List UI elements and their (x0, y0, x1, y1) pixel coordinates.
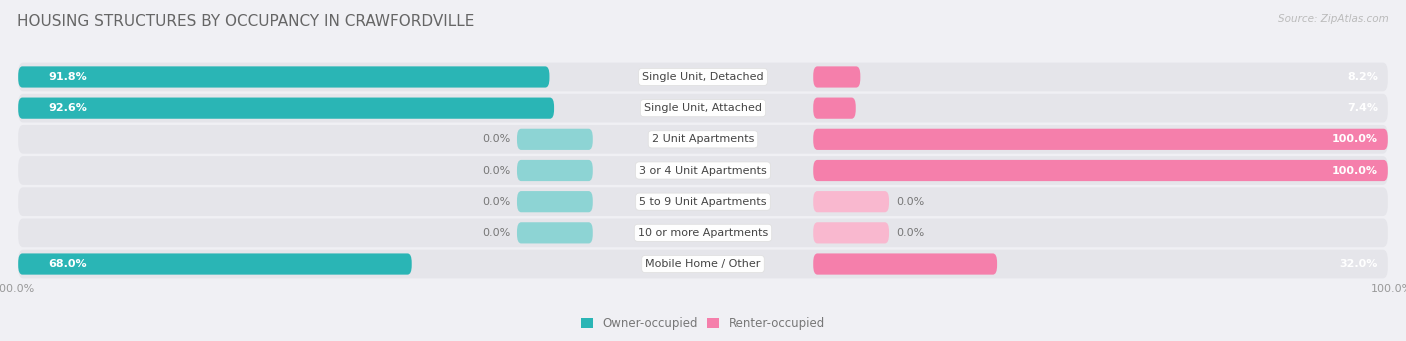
FancyBboxPatch shape (813, 98, 856, 119)
Text: 0.0%: 0.0% (896, 197, 924, 207)
FancyBboxPatch shape (18, 66, 550, 88)
Text: 8.2%: 8.2% (1347, 72, 1378, 82)
FancyBboxPatch shape (813, 253, 997, 275)
Text: 91.8%: 91.8% (48, 72, 87, 82)
Text: 68.0%: 68.0% (48, 259, 87, 269)
FancyBboxPatch shape (18, 63, 1388, 91)
FancyBboxPatch shape (18, 94, 1388, 122)
FancyBboxPatch shape (18, 98, 554, 119)
Text: 32.0%: 32.0% (1340, 259, 1378, 269)
FancyBboxPatch shape (18, 125, 1388, 154)
Text: 0.0%: 0.0% (482, 134, 510, 144)
FancyBboxPatch shape (813, 160, 1388, 181)
Text: 0.0%: 0.0% (896, 228, 924, 238)
Text: Single Unit, Detached: Single Unit, Detached (643, 72, 763, 82)
Text: Mobile Home / Other: Mobile Home / Other (645, 259, 761, 269)
Text: 100.0%: 100.0% (1331, 165, 1378, 176)
FancyBboxPatch shape (517, 191, 593, 212)
Text: Single Unit, Attached: Single Unit, Attached (644, 103, 762, 113)
Text: Source: ZipAtlas.com: Source: ZipAtlas.com (1278, 14, 1389, 24)
Text: 3 or 4 Unit Apartments: 3 or 4 Unit Apartments (640, 165, 766, 176)
Legend: Owner-occupied, Renter-occupied: Owner-occupied, Renter-occupied (576, 312, 830, 335)
FancyBboxPatch shape (517, 129, 593, 150)
Text: 5 to 9 Unit Apartments: 5 to 9 Unit Apartments (640, 197, 766, 207)
FancyBboxPatch shape (18, 250, 1388, 278)
Text: 2 Unit Apartments: 2 Unit Apartments (652, 134, 754, 144)
FancyBboxPatch shape (813, 129, 1388, 150)
FancyBboxPatch shape (18, 253, 412, 275)
Text: 0.0%: 0.0% (482, 228, 510, 238)
FancyBboxPatch shape (813, 191, 889, 212)
FancyBboxPatch shape (813, 66, 860, 88)
FancyBboxPatch shape (18, 219, 1388, 247)
Text: 92.6%: 92.6% (48, 103, 87, 113)
Text: HOUSING STRUCTURES BY OCCUPANCY IN CRAWFORDVILLE: HOUSING STRUCTURES BY OCCUPANCY IN CRAWF… (17, 14, 474, 29)
FancyBboxPatch shape (517, 160, 593, 181)
Text: 10 or more Apartments: 10 or more Apartments (638, 228, 768, 238)
FancyBboxPatch shape (813, 222, 889, 243)
FancyBboxPatch shape (517, 222, 593, 243)
Text: 100.0%: 100.0% (1331, 134, 1378, 144)
FancyBboxPatch shape (18, 156, 1388, 185)
Text: 0.0%: 0.0% (482, 197, 510, 207)
Text: 0.0%: 0.0% (482, 165, 510, 176)
FancyBboxPatch shape (18, 187, 1388, 216)
Text: 7.4%: 7.4% (1347, 103, 1378, 113)
